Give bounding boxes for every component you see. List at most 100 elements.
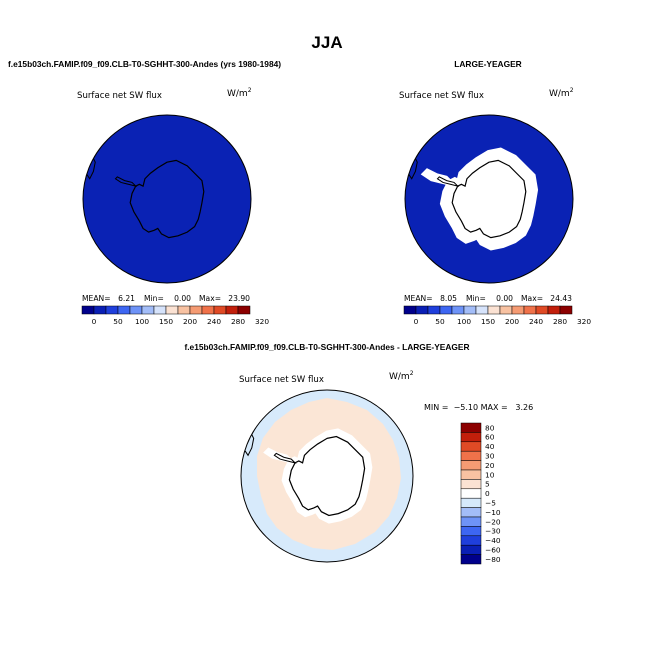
colorbar-right-tick: 280 xyxy=(553,317,567,326)
units-text-diff: W/m xyxy=(389,372,410,382)
colorbar-left-tick: 50 xyxy=(113,317,123,326)
colorbar-diff-label: 0 xyxy=(485,489,490,498)
min-value-right: 0.00 xyxy=(496,294,513,303)
colorbar-right-swatch xyxy=(439,305,453,315)
colorbar-left-swatch xyxy=(225,305,239,315)
ocean-left xyxy=(83,115,251,283)
colorbar-left-tick: 100 xyxy=(135,317,149,326)
units-label-diff: W/m2 xyxy=(389,370,414,382)
colorbar-left-swatch xyxy=(105,305,119,315)
colorbar-left-swatch xyxy=(237,305,251,315)
colorbar-diff-swatch xyxy=(460,516,482,527)
colorbar-left-swatch xyxy=(81,305,95,315)
max-value-right: 24.43 xyxy=(550,294,572,303)
colorbar-diff-swatch xyxy=(460,460,482,471)
colorbar-left-tick: 240 xyxy=(207,317,221,326)
variable-label-diff: Surface net SW flux xyxy=(239,375,324,385)
minmax-diff: MIN = −5.10 MAX = 3.26 xyxy=(424,403,533,412)
colorbar-diff-swatch xyxy=(460,422,482,433)
colorbar-left: 0 50 100 150 200 240 280 320 xyxy=(81,305,269,326)
colorbar-diff-swatch xyxy=(460,497,482,508)
variable-label-right: Surface net SW flux xyxy=(399,91,484,101)
colorbar-right-swatch xyxy=(487,305,501,315)
colorbar-left-swatch xyxy=(165,305,179,315)
colorbar-diff-label: −10 xyxy=(485,508,501,517)
colorbar-right-tick: 150 xyxy=(481,317,495,326)
colorbar-left-swatch xyxy=(177,305,191,315)
colorbar-diff-swatch xyxy=(460,526,482,537)
colorbar-right-tick: 100 xyxy=(457,317,471,326)
colorbar-right-swatch xyxy=(535,305,549,315)
case-title-diff: f.e15b03ch.FAMIP.f09_f09.CLB-T0-SGHHT-30… xyxy=(184,342,469,352)
min-value-left: 0.00 xyxy=(174,294,191,303)
units-exp-diff: 2 xyxy=(410,370,414,377)
map-diff xyxy=(241,390,413,562)
colorbar-right-swatch xyxy=(451,305,465,315)
colorbar-right-swatch xyxy=(427,305,441,315)
map-border-diff xyxy=(240,389,414,563)
colorbar-diff-swatch xyxy=(460,535,482,546)
units-text-right: W/m xyxy=(549,89,570,99)
map-border-right xyxy=(404,114,574,284)
colorbar-right-tick: 0 xyxy=(414,317,419,326)
stats-left: MEAN= 6.21 Min= 0.00 Max= 23.90 xyxy=(82,294,250,303)
colorbar-left-swatch xyxy=(153,305,167,315)
units-exp-right: 2 xyxy=(570,87,574,94)
colorbar-diff-swatch xyxy=(460,441,482,452)
min-label-right: Min= xyxy=(466,294,486,303)
mean-value-left: 6.21 xyxy=(118,294,135,303)
colorbar-diff-label: 80 xyxy=(485,423,495,432)
colorbar-diff-swatch xyxy=(460,450,482,461)
colorbar-diff-label: 30 xyxy=(485,452,495,461)
colorbar-left-swatch xyxy=(201,305,215,315)
colorbar-right-swatch xyxy=(559,305,573,315)
colorbar-left-swatch xyxy=(213,305,227,315)
colorbar-right-swatch xyxy=(475,305,489,315)
season-title: JJA xyxy=(311,33,342,52)
colorbar-diff-swatch xyxy=(460,544,482,555)
mean-label-right: MEAN= xyxy=(404,294,433,303)
map-border-left xyxy=(82,114,252,284)
units-label-left: W/m2 xyxy=(227,87,252,99)
units-exp-left: 2 xyxy=(248,87,252,94)
colorbar-right-swatch xyxy=(511,305,525,315)
max-label-left: Max= xyxy=(199,294,221,303)
colorbar-diff-label: −80 xyxy=(485,555,501,564)
colorbar-right-swatch xyxy=(403,305,417,315)
min-label-left: Min= xyxy=(144,294,164,303)
colorbar-right-swatch xyxy=(523,305,537,315)
colorbar-right-swatch xyxy=(547,305,561,315)
max-label-right: Max= xyxy=(521,294,543,303)
stats-right: MEAN= 8.05 Min= 0.00 Max= 24.43 xyxy=(404,294,572,303)
colorbar-left-tick: 320 xyxy=(255,317,269,326)
colorbar-diff-label: 5 xyxy=(485,480,490,489)
colorbar-diff-label: 20 xyxy=(485,461,495,470)
units-text-left: W/m xyxy=(227,89,248,99)
colorbar-left-tick: 150 xyxy=(159,317,173,326)
colorbar-diff-label: −20 xyxy=(485,517,501,526)
colorbar-left-swatch xyxy=(129,305,143,315)
colorbar-diff-label: 40 xyxy=(485,442,495,451)
colorbar-left-swatch xyxy=(117,305,131,315)
colorbar-left-swatch xyxy=(141,305,155,315)
map-left xyxy=(83,115,251,283)
colorbar-left-swatch xyxy=(189,305,203,315)
colorbar-diff-label: −30 xyxy=(485,527,501,536)
colorbar-diff-swatch xyxy=(460,469,482,480)
colorbar-diff-swatch xyxy=(460,488,482,499)
colorbar-right-swatch xyxy=(415,305,429,315)
units-label-right: W/m2 xyxy=(549,87,574,99)
colorbar-left-tick: 0 xyxy=(92,317,97,326)
colorbar-left-tick: 200 xyxy=(183,317,197,326)
colorbar-diff-label: 60 xyxy=(485,433,495,442)
colorbar-diff-swatch xyxy=(460,507,482,518)
colorbar-right-swatch xyxy=(463,305,477,315)
variable-label-left: Surface net SW flux xyxy=(77,91,162,101)
colorbar-left-swatch xyxy=(93,305,107,315)
map-right xyxy=(405,115,573,283)
colorbar-diff-swatch xyxy=(460,432,482,443)
mean-label-left: MEAN= xyxy=(82,294,111,303)
colorbar-right-tick: 50 xyxy=(435,317,445,326)
mean-value-right: 8.05 xyxy=(440,294,457,303)
